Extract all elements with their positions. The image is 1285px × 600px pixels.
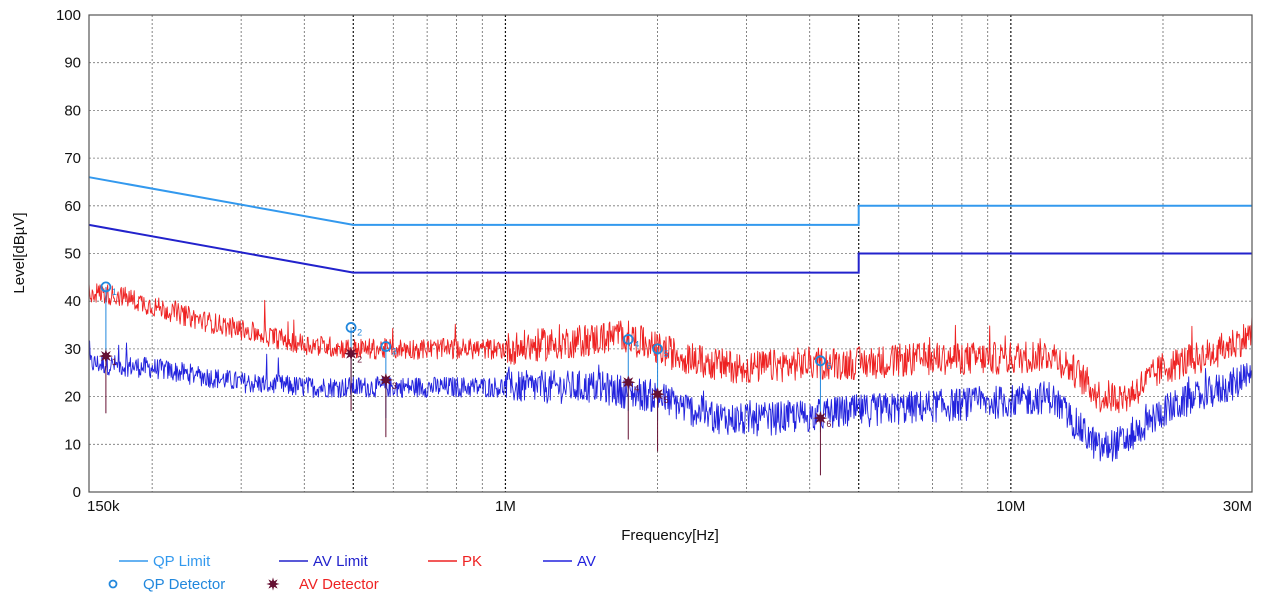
av-detector-point [98, 349, 113, 364]
qp-detector-point [652, 343, 663, 355]
legend-item: AV [543, 553, 596, 570]
series-layer [88, 176, 1253, 462]
av-detector-label: 4 [634, 383, 639, 393]
qp-detector-label: 6 [826, 361, 831, 371]
legend-label: AV Limit [313, 553, 369, 570]
y-tick-label: 60 [64, 198, 81, 215]
marker-layer: 1 2 3 4 5 6 1 2 3 4 5 6 [98, 281, 831, 476]
av-detector-label: 6 [826, 419, 831, 429]
legend-item: QP Limit [119, 553, 211, 570]
y-tick-label: 20 [64, 389, 81, 406]
legend-swatch [108, 579, 118, 589]
legend-item: AV Detector [266, 576, 379, 593]
legend-item: QP Detector [108, 576, 225, 593]
y-tick-label: 70 [64, 150, 81, 167]
qp-detector-point [622, 333, 634, 345]
av-detector-point [378, 372, 394, 387]
av-detector-label: 5 [664, 395, 669, 405]
qp-detector-point [380, 341, 392, 352]
qp-detector-point [815, 355, 826, 367]
qp-detector-point [100, 281, 112, 293]
x-tick-label: 30M [1223, 498, 1252, 515]
y-tick-label: 0 [73, 484, 81, 501]
qp-detector-label: 1 [112, 287, 117, 297]
legend: QP Limit AV Limit PK AV QP Detector AV Detect… [108, 553, 596, 593]
legend-label: QP Detector [143, 576, 225, 593]
y-tick-label: 90 [64, 55, 81, 72]
y-tick-label: 30 [64, 341, 81, 358]
series-qp-limit [88, 176, 1252, 226]
av-detector-point [813, 411, 828, 426]
qp-detector-label: 5 [664, 349, 669, 359]
series-av [88, 340, 1253, 462]
legend-swatch [266, 577, 280, 591]
qp-detector-point [345, 322, 357, 333]
qp-detector-label: 2 [357, 327, 362, 337]
y-tick-label: 50 [64, 246, 81, 263]
av-detector-point [344, 346, 359, 361]
qp-detector-label: 4 [634, 339, 639, 349]
series-av-limit [88, 223, 1252, 274]
x-tick-labels: 150k 1M 10M 30M [87, 498, 1252, 515]
av-detector-point [621, 375, 636, 390]
legend-label: AV [577, 553, 596, 570]
av-detector-point [650, 387, 665, 402]
x-axis-title: Frequency[Hz] [621, 527, 719, 544]
plot-border [88, 14, 1253, 493]
legend-item: AV Limit [279, 553, 369, 570]
av-detector-label: 1 [112, 357, 117, 367]
av-detector-label: 3 [392, 381, 397, 391]
y-axis-title: Level[dBµV] [11, 212, 28, 293]
x-tick-label: 1M [495, 498, 516, 515]
y-tick-label: 80 [64, 102, 81, 119]
y-tick-labels: 0 10 20 30 40 50 60 70 80 90 100 [56, 7, 81, 501]
legend-item: PK [428, 553, 482, 570]
av-detector-label: 2 [357, 355, 362, 365]
y-tick-label: 100 [56, 7, 81, 24]
legend-label: PK [462, 553, 482, 570]
series-pk [88, 283, 1253, 414]
qp-detector-label: 3 [392, 347, 397, 357]
legend-label: AV Detector [299, 576, 379, 593]
legend-label: QP Limit [153, 553, 211, 570]
y-tick-label: 40 [64, 293, 81, 310]
x-tick-label: 150k [87, 498, 120, 515]
x-tick-label: 10M [996, 498, 1025, 515]
y-tick-label: 10 [64, 436, 81, 453]
